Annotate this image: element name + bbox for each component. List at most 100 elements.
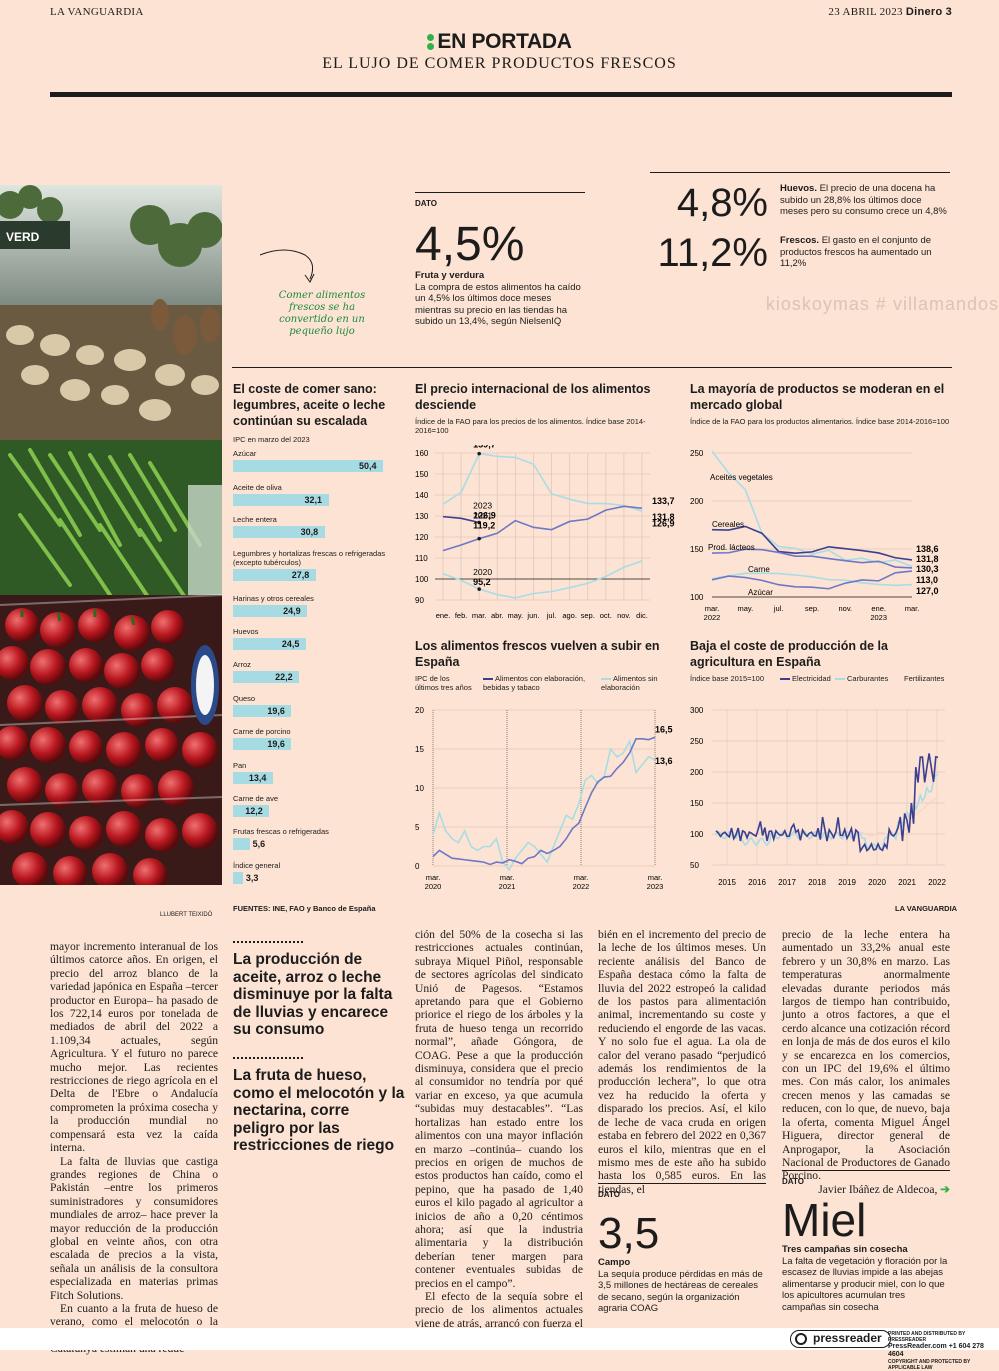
bar-label: Índice general — [233, 861, 281, 870]
pressreader-note: PRINTED AND DISTRIBUTED BY PRESSREADER Pr… — [888, 1331, 984, 1371]
bar-value: 12,2 — [245, 806, 263, 816]
data-point — [477, 587, 481, 591]
dato-frescos-text: El gasto en el conjunto de productos fre… — [780, 235, 932, 269]
photo-credit: LLUBERT TEIXIDÓ — [160, 912, 213, 918]
bar-label: Harinas y otros cereales — [233, 594, 314, 603]
series-value-label: 159,7 — [473, 445, 496, 450]
page-header: LA VANGUARDIA 23 ABRIL 2023 Dinero 3 — [50, 6, 952, 20]
series-line — [711, 525, 913, 561]
end-value-label: 138,6 — [916, 544, 939, 554]
chart-subtitle: IPC de los últimos tres años — [415, 674, 472, 692]
x-tick-label: 2018 — [808, 878, 826, 887]
section-dots-icon — [427, 32, 435, 52]
y-tick-label: 5 — [415, 823, 420, 832]
x-tick-label: jul. — [773, 604, 784, 613]
pressreader-icon — [795, 1333, 807, 1345]
pressreader-logo[interactable]: pressreader — [790, 1330, 891, 1348]
bar-row: Huevos 24,5 — [233, 627, 405, 650]
series-line-electricidad — [715, 753, 939, 854]
bar-value: 5,6 — [252, 839, 266, 849]
byline: Javier Ibáñez de Aldecoa, — [818, 1182, 938, 1196]
line-chart-agri-cost: Baja el coste de producción de la agricu… — [690, 638, 952, 688]
series-value-label: 95,2 — [473, 577, 491, 587]
bar-row: Legumbres y hortalizas frescas o refrige… — [233, 549, 405, 581]
x-tick-label: may. — [737, 604, 753, 613]
series-value-label: 119,2 — [473, 521, 495, 531]
bar-label: Arroz — [233, 660, 251, 669]
bar-label: Aceite de oliva — [233, 483, 282, 492]
x-tick-label: 2015 — [718, 878, 736, 887]
ipc-spain-svg: 20151050mar.2020mar.2021mar.2022mar.2023… — [415, 706, 673, 891]
dato-label: DATO — [415, 199, 437, 208]
x-tick-label: mar. — [500, 873, 515, 882]
y-tick-label: 100 — [690, 830, 704, 839]
y-tick-label: 120 — [415, 533, 429, 542]
bar-label: Legumbres y hortalizas frescas o refrige… — [233, 549, 386, 567]
bar-label: Pan — [233, 761, 247, 770]
data-point — [477, 520, 481, 525]
legend-item: Alimentos con elaboración, bebidas y tab… — [483, 674, 586, 692]
line-chart-products: La mayoría de productos se moderan en el… — [690, 381, 952, 426]
series-line — [711, 548, 913, 569]
dato-title: Tres campañas sin cosecha — [782, 1244, 908, 1255]
y-tick-label: 200 — [690, 497, 704, 506]
x-tick-label: may. — [508, 611, 524, 620]
series-line — [711, 450, 913, 568]
curved-arrow-icon — [259, 249, 315, 283]
x-tick-label: mar. — [905, 604, 920, 613]
y-tick-label: 10 — [415, 784, 424, 793]
bar — [233, 838, 250, 850]
line-chart-ipc-spain: Los alimentos frescos vuelven a subir en… — [415, 638, 677, 700]
line-chart-fao: El precio internacional de los alimentos… — [415, 381, 677, 435]
series-line — [711, 572, 913, 587]
chart-title: El coste de comer sano: legumbres, aceit… — [233, 382, 386, 428]
dato-label: DATO — [598, 1190, 620, 1199]
x-tick-year: 2023 — [647, 882, 664, 891]
bar-row: Índice general 3,3 — [233, 861, 405, 884]
bar-value: 19,6 — [267, 739, 285, 749]
y-tick-label: 140 — [415, 491, 429, 500]
fao-line-svg: 160 150 140 130 120 110 100 90 ene. feb. mar. abr. m… — [415, 445, 675, 620]
chart-title: La mayoría de productos se moderan en el… — [690, 382, 945, 412]
bar-label: Queso — [233, 694, 256, 703]
bar — [233, 705, 292, 717]
page-number: 3 — [945, 6, 952, 18]
series-label: Prod. lácteos — [708, 543, 755, 552]
y-tick-label: 100 — [690, 593, 704, 602]
dato-value: 4,5% — [415, 218, 525, 271]
series-label: Carne — [748, 565, 770, 574]
dato-value: Miel — [782, 1194, 867, 1246]
dato-label: DATO — [782, 1177, 804, 1186]
bar-row: Queso 19,6 — [233, 694, 405, 717]
x-tick-label: jun. — [526, 611, 539, 620]
bar-value: 19,6 — [267, 706, 285, 716]
dato-text: La sequía produce pérdidas en más de 3,5… — [598, 1268, 763, 1315]
dato-campo: DATO 3,5 Campo La sequía produce pérdida… — [598, 1183, 766, 1315]
x-tick-year: 2020 — [425, 882, 442, 891]
bar-value: 13,4 — [248, 773, 267, 783]
chart-title: El precio internacional de los alimentos… — [415, 382, 651, 412]
bar-value: 50,4 — [359, 461, 377, 471]
bar-label: Azúcar — [233, 449, 257, 458]
header-date: 23 ABRIL 2023 — [828, 6, 903, 18]
y-tick-label: 200 — [690, 768, 704, 777]
bar-row: Harinas y otros cereales 24,9 — [233, 594, 405, 617]
x-tick-label: ago. — [562, 611, 577, 620]
series-line — [711, 570, 913, 590]
chart-sources: FUENTES: INE, FAO y Banco de España — [233, 904, 376, 913]
bar-value: 30,8 — [300, 527, 319, 537]
x-tick-label: 2020 — [868, 878, 886, 887]
dato-huevos-value: 4,8% — [676, 181, 768, 225]
series-year-label: 2020 — [473, 567, 492, 577]
data-point — [477, 451, 481, 456]
chart-credit: LA VANGUARDIA — [895, 904, 958, 913]
bar — [233, 494, 329, 506]
y-tick-label: 100 — [415, 575, 429, 584]
newspaper-name: LA VANGUARDIA — [50, 6, 144, 18]
legend-item: Fertilizantes — [904, 674, 945, 683]
y-tick-label: 90 — [415, 596, 424, 605]
bar-row: Frutas frescas o refrigeradas 5,6 — [233, 827, 405, 850]
bar — [233, 805, 270, 817]
bar-label: Carne de ave — [233, 794, 279, 803]
